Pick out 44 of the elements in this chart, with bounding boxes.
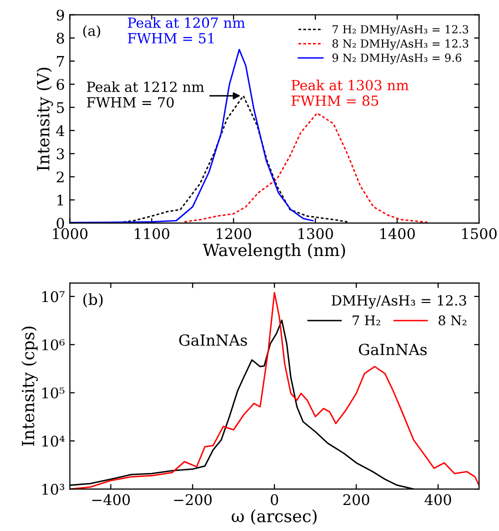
y-tick-label: 4 — [56, 125, 64, 136]
x-tick-label: −400 — [92, 494, 130, 506]
y-tick-label: 10⁶ — [42, 339, 65, 350]
legend-label: 7 H₂ DMHy/AsH₃ = 12.3 — [332, 25, 468, 36]
legend-title: DMHy/AsH₃ = 12.3 — [332, 295, 466, 309]
legend-label: 8 N₂ — [438, 315, 466, 326]
x-tick-label: −200 — [174, 494, 212, 506]
annotation: Peak at 1207 nm FWHM = 51 — [128, 17, 245, 44]
x-tick-label: 1100 — [134, 228, 170, 240]
x-axis-title: Wavelength (nm) — [202, 243, 346, 260]
x-tick-label: 1300 — [298, 228, 333, 240]
x-tick-label: 400 — [424, 494, 452, 506]
annotation: Peak at 1212 nm FWHM = 70 — [86, 81, 204, 108]
legend-label: 7 H₂ — [352, 316, 380, 326]
line-series — [184, 112, 428, 224]
y-tick-label: 10⁴ — [42, 436, 65, 447]
annotation: GaInNAs — [179, 334, 247, 346]
x-tick-label: 1000 — [53, 228, 88, 240]
y-tick-label: 9 — [56, 10, 64, 21]
y-tick-label: 7 — [56, 56, 64, 67]
annotation: GaInNAs — [358, 344, 427, 356]
annotation: Peak at 1303 nm FWHM = 85 — [292, 80, 409, 106]
x-tick-label: 0 — [270, 494, 278, 506]
annotation: (a) — [83, 25, 100, 38]
y-tick-label: 10³ — [42, 484, 64, 495]
legend-label: 9 N₂ DMHy/AsH₃ = 9.6 — [332, 54, 462, 64]
x-axis-title: ω (arcsec) — [232, 509, 317, 525]
x-tick-label: 1400 — [380, 228, 415, 240]
legend-label: 8 N₂ DMHy/AsH₃ = 12.3 — [332, 39, 468, 50]
x-tick-label: 200 — [343, 494, 370, 506]
y-tick-label: 0 — [56, 218, 64, 229]
y-tick-label: 8 — [56, 32, 64, 44]
y-tick-label: 10⁷ — [42, 291, 65, 302]
y-tick-label: 6 — [56, 78, 64, 90]
y-tick-label: 1 — [58, 194, 63, 206]
y-tick-label: 10⁵ — [42, 387, 64, 398]
y-tick-label: 3 — [56, 148, 64, 160]
y-tick-label: 2 — [56, 171, 64, 182]
y-tick-label: 5 — [56, 102, 64, 114]
annotation: (b) — [83, 293, 103, 308]
x-tick-label: 1200 — [216, 228, 252, 240]
y-axis-title: Intensity (V) — [36, 68, 53, 170]
x-tick-label: 1500 — [462, 228, 497, 240]
y-axis-title: Intensity (cps) — [21, 326, 38, 446]
